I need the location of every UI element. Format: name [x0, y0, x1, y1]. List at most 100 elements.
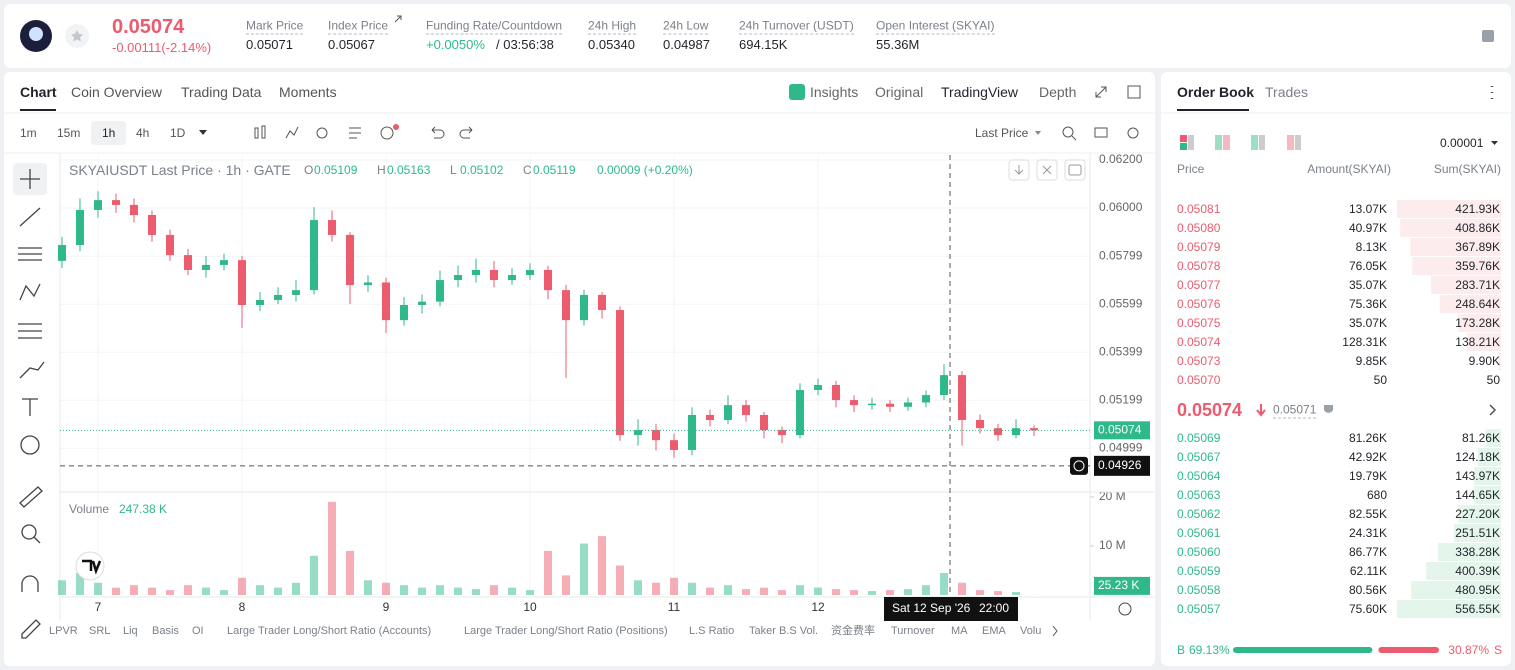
interval[interactable]: 4h: [136, 126, 150, 140]
indicator-tool[interactable]: Large Trader Long/Short Ratio (Accounts): [227, 625, 432, 637]
scroll-right[interactable]: [1052, 625, 1058, 637]
last-price-label: 0.05074: [1098, 422, 1142, 436]
volume-bar: [742, 589, 751, 595]
candle-body: [814, 384, 823, 390]
buy-ratio: 69.13%: [1189, 643, 1230, 657]
book-amount: 86.77K: [1348, 545, 1387, 559]
chart-tab[interactable]: Chart: [20, 84, 57, 100]
candle-body: [147, 215, 156, 235]
indicator-tool[interactable]: 资金费率: [831, 625, 875, 637]
book-price: 0.05058: [1177, 583, 1221, 597]
candle-body: [976, 419, 985, 429]
indicator-tool[interactable]: SRL: [89, 625, 111, 637]
volume-bar: [832, 589, 841, 595]
insights-icon[interactable]: [789, 84, 805, 100]
dropdown-icon[interactable]: [1491, 141, 1498, 145]
book-tab[interactable]: Trades: [1265, 84, 1309, 100]
view-tab[interactable]: Original: [875, 84, 924, 100]
book-sum: 421.93K: [1455, 202, 1500, 216]
volume-bar: [129, 585, 138, 595]
candle-body: [850, 400, 859, 406]
book-view-icons[interactable]: [1180, 135, 1301, 150]
candle-body: [940, 375, 949, 396]
depth-bar: [1498, 352, 1501, 370]
candle-body: [796, 389, 805, 436]
stat-value: 0.05340: [588, 37, 635, 52]
book-tab[interactable]: Order Book: [1177, 84, 1255, 100]
precision[interactable]: 0.00001: [1440, 136, 1484, 150]
book-price: 0.05073: [1177, 354, 1221, 368]
coin-logo-eye: [29, 27, 43, 41]
volume-bar: [435, 585, 444, 595]
view-tab[interactable]: Depth: [1039, 84, 1077, 100]
volume-bar: [706, 587, 715, 595]
candle-body: [670, 440, 679, 450]
interval[interactable]: 1D: [170, 126, 186, 140]
book-amount: 13.07K: [1348, 202, 1387, 216]
book-sum: 50: [1486, 373, 1500, 387]
buy-key: B: [1177, 643, 1186, 657]
indicator-tool[interactable]: Basis: [152, 625, 179, 637]
indicator-tool[interactable]: L.S Ratio: [689, 625, 735, 637]
indicator-tool[interactable]: OI: [192, 625, 204, 637]
indicator-tool[interactable]: Taker B.S Vol.: [749, 625, 819, 637]
legend-key: C: [523, 163, 532, 177]
indicator-tool[interactable]: LPVR: [49, 625, 78, 637]
indicator-tool[interactable]: Liq: [123, 625, 138, 637]
chart-tab[interactable]: Trading Data: [181, 84, 262, 100]
book-amount: 76.05K: [1348, 259, 1387, 273]
book-amount: 42.92K: [1348, 450, 1387, 464]
chart-buttons[interactable]: [1008, 159, 1086, 181]
view-tab[interactable]: Insights: [810, 84, 859, 100]
mid-price: 0.05074: [1177, 400, 1243, 420]
candle-body: [165, 234, 174, 256]
candle-body: [1012, 428, 1021, 436]
volume-bar: [958, 582, 967, 595]
book-sum: 173.28K: [1455, 316, 1500, 330]
volume-bar: [345, 550, 354, 595]
indicator-tool[interactable]: MA: [951, 625, 968, 637]
link-icon[interactable]: [394, 15, 402, 23]
chart-tab[interactable]: Coin Overview: [71, 84, 163, 100]
depth-bars: [1233, 200, 1501, 653]
volume-bar: [453, 587, 462, 595]
toolbar-icons[interactable]: [254, 125, 1139, 141]
chart-tab[interactable]: Moments: [279, 84, 337, 100]
view-tab[interactable]: TradingView: [941, 84, 1019, 100]
candle-body: [237, 260, 246, 306]
book-price: 0.05064: [1177, 469, 1221, 483]
volume-bar: [616, 565, 625, 595]
book-price: 0.05063: [1177, 488, 1221, 502]
volume-bar: [57, 580, 66, 595]
window-icon[interactable]: [1127, 85, 1141, 99]
book-amount: 62.11K: [1349, 564, 1387, 578]
fullscreen-icon[interactable]: [1095, 86, 1107, 98]
stat-value: 0.05067: [328, 37, 375, 52]
indicator-tool[interactable]: EMA: [982, 625, 1006, 637]
volume-bar: [471, 589, 480, 595]
book-sum: 359.76K: [1455, 259, 1500, 273]
interval[interactable]: 15m: [57, 126, 81, 140]
favorite-star: [71, 30, 83, 42]
dropdown-icon[interactable]: [1035, 131, 1041, 135]
interval[interactable]: 1h: [102, 126, 116, 140]
legend-key: L: [450, 163, 457, 177]
indicator-tool[interactable]: Large Trader Long/Short Ratio (Positions…: [464, 625, 668, 637]
dropdown-icon[interactable]: [199, 130, 207, 135]
settings-icon[interactable]: [1118, 602, 1132, 616]
volume-bar: [507, 587, 516, 595]
book-sum: 143.97K: [1455, 469, 1500, 483]
crosshair-price: 0.04926: [1098, 458, 1142, 472]
stat-label: Mark Price: [246, 18, 304, 35]
volume-bar: [922, 585, 931, 595]
header-icon[interactable]: [1482, 30, 1494, 42]
price-source[interactable]: Last Price: [975, 126, 1029, 140]
volume-bar: [417, 587, 426, 595]
drawing-tools[interactable]: [18, 169, 45, 639]
expand-icon[interactable]: [1489, 404, 1497, 416]
y-tick-label: 0.05199: [1099, 392, 1143, 406]
indicator-tool[interactable]: Volu: [1020, 625, 1042, 637]
interval[interactable]: 1m: [20, 126, 37, 140]
indicator-tool[interactable]: Turnover: [891, 625, 935, 637]
